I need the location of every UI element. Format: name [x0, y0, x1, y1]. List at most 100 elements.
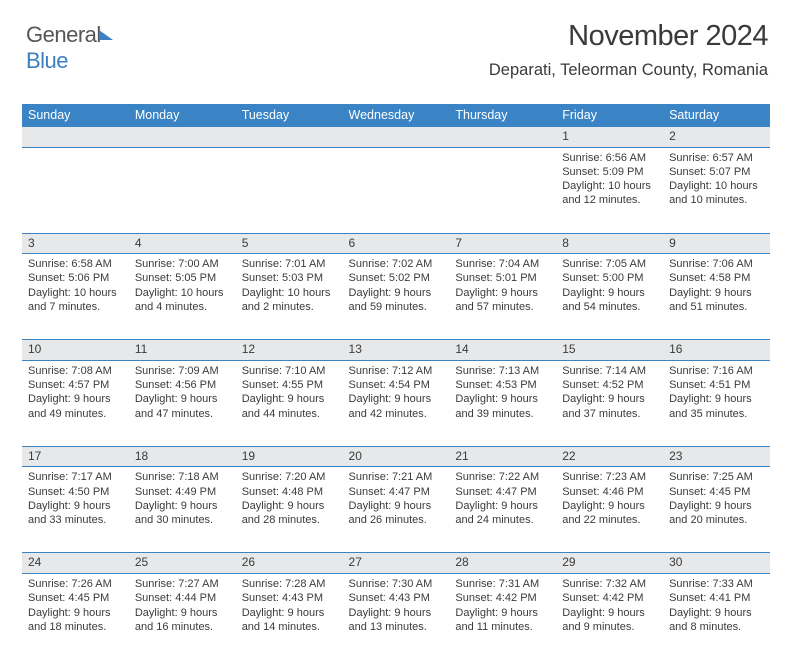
sunrise-text: Sunrise: 7:17 AM [28, 470, 125, 484]
day-number-cell [22, 127, 129, 147]
day-cell: Sunrise: 7:25 AMSunset: 4:45 PMDaylight:… [663, 467, 770, 553]
sunset-text: Sunset: 4:52 PM [562, 378, 659, 392]
daylight-text: Daylight: 9 hours and 59 minutes. [349, 286, 446, 315]
day-cell-content: Sunrise: 7:09 AMSunset: 4:56 PMDaylight:… [129, 361, 236, 423]
daylight-text: Daylight: 9 hours and 33 minutes. [28, 499, 125, 528]
sunrise-text: Sunrise: 7:00 AM [135, 257, 232, 271]
dayhdr-tue: Tuesday [236, 104, 343, 127]
dayhdr-thu: Thursday [449, 104, 556, 127]
day-number: 24 [28, 555, 41, 569]
day-cell-content: Sunrise: 7:12 AMSunset: 4:54 PMDaylight:… [343, 361, 450, 423]
day-cell-content: Sunrise: 6:56 AMSunset: 5:09 PMDaylight:… [556, 148, 663, 210]
daylight-text: Daylight: 9 hours and 14 minutes. [242, 606, 339, 635]
day-cell: Sunrise: 7:20 AMSunset: 4:48 PMDaylight:… [236, 467, 343, 553]
sunset-text: Sunset: 4:41 PM [669, 591, 766, 605]
day-cell-content: Sunrise: 7:18 AMSunset: 4:49 PMDaylight:… [129, 467, 236, 529]
day-number: 30 [669, 555, 682, 569]
day-cell: Sunrise: 7:17 AMSunset: 4:50 PMDaylight:… [22, 467, 129, 553]
day-cell: Sunrise: 6:58 AMSunset: 5:06 PMDaylight:… [22, 254, 129, 340]
day-number-cell: 5 [236, 233, 343, 254]
day-number: 7 [455, 236, 462, 250]
day-number-cell: 1 [556, 127, 663, 147]
daylight-text: Daylight: 9 hours and 57 minutes. [455, 286, 552, 315]
day-number-cell: 29 [556, 553, 663, 574]
sunrise-text: Sunrise: 7:21 AM [349, 470, 446, 484]
day-number-cell: 4 [129, 233, 236, 254]
sunset-text: Sunset: 5:00 PM [562, 271, 659, 285]
week-content-row: Sunrise: 7:08 AMSunset: 4:57 PMDaylight:… [22, 360, 770, 446]
daylight-text: Daylight: 10 hours and 7 minutes. [28, 286, 125, 315]
day-cell: Sunrise: 7:16 AMSunset: 4:51 PMDaylight:… [663, 360, 770, 446]
daynum-row: 10111213141516 [22, 340, 770, 361]
day-number-cell: 23 [663, 446, 770, 467]
day-header-row: Sunday Monday Tuesday Wednesday Thursday… [22, 104, 770, 127]
day-number: 26 [242, 555, 255, 569]
daylight-text: Daylight: 9 hours and 26 minutes. [349, 499, 446, 528]
day-cell: Sunrise: 7:31 AMSunset: 4:42 PMDaylight:… [449, 573, 556, 659]
day-number: 12 [242, 342, 255, 356]
daylight-text: Daylight: 9 hours and 18 minutes. [28, 606, 125, 635]
sunset-text: Sunset: 4:51 PM [669, 378, 766, 392]
daylight-text: Daylight: 9 hours and 8 minutes. [669, 606, 766, 635]
day-number: 27 [349, 555, 362, 569]
dayhdr-sat: Saturday [663, 104, 770, 127]
day-cell-content: Sunrise: 7:02 AMSunset: 5:02 PMDaylight:… [343, 254, 450, 316]
day-cell: Sunrise: 7:14 AMSunset: 4:52 PMDaylight:… [556, 360, 663, 446]
sunset-text: Sunset: 4:45 PM [669, 485, 766, 499]
day-number-cell: 9 [663, 233, 770, 254]
calendar-table: Sunday Monday Tuesday Wednesday Thursday… [22, 104, 770, 659]
sunset-text: Sunset: 5:05 PM [135, 271, 232, 285]
day-number: 25 [135, 555, 148, 569]
day-number-cell: 24 [22, 553, 129, 574]
day-cell [22, 147, 129, 233]
sunrise-text: Sunrise: 7:16 AM [669, 364, 766, 378]
daylight-text: Daylight: 9 hours and 11 minutes. [455, 606, 552, 635]
week-content-row: Sunrise: 6:56 AMSunset: 5:09 PMDaylight:… [22, 147, 770, 233]
day-number-cell: 26 [236, 553, 343, 574]
sunset-text: Sunset: 4:55 PM [242, 378, 339, 392]
sunset-text: Sunset: 4:53 PM [455, 378, 552, 392]
day-number-cell: 2 [663, 127, 770, 147]
day-cell-content: Sunrise: 7:25 AMSunset: 4:45 PMDaylight:… [663, 467, 770, 529]
day-cell: Sunrise: 7:30 AMSunset: 4:43 PMDaylight:… [343, 573, 450, 659]
day-cell: Sunrise: 7:26 AMSunset: 4:45 PMDaylight:… [22, 573, 129, 659]
sunrise-text: Sunrise: 7:33 AM [669, 577, 766, 591]
day-number-cell [129, 127, 236, 147]
sunrise-text: Sunrise: 7:05 AM [562, 257, 659, 271]
day-number: 22 [562, 449, 575, 463]
day-number: 4 [135, 236, 142, 250]
day-number: 9 [669, 236, 676, 250]
day-cell-content: Sunrise: 7:26 AMSunset: 4:45 PMDaylight:… [22, 574, 129, 636]
week-content-row: Sunrise: 7:26 AMSunset: 4:45 PMDaylight:… [22, 573, 770, 659]
day-cell-content: Sunrise: 7:27 AMSunset: 4:44 PMDaylight:… [129, 574, 236, 636]
day-number-cell: 21 [449, 446, 556, 467]
day-number: 21 [455, 449, 468, 463]
daylight-text: Daylight: 9 hours and 30 minutes. [135, 499, 232, 528]
sunset-text: Sunset: 4:48 PM [242, 485, 339, 499]
sunrise-text: Sunrise: 7:04 AM [455, 257, 552, 271]
day-number: 18 [135, 449, 148, 463]
sunset-text: Sunset: 5:02 PM [349, 271, 446, 285]
daylight-text: Daylight: 9 hours and 20 minutes. [669, 499, 766, 528]
daylight-text: Daylight: 9 hours and 28 minutes. [242, 499, 339, 528]
day-cell: Sunrise: 7:06 AMSunset: 4:58 PMDaylight:… [663, 254, 770, 340]
day-cell-content: Sunrise: 7:05 AMSunset: 5:00 PMDaylight:… [556, 254, 663, 316]
day-number-cell: 22 [556, 446, 663, 467]
sunrise-text: Sunrise: 7:22 AM [455, 470, 552, 484]
day-number-cell: 28 [449, 553, 556, 574]
logo-blue: Blue [26, 48, 68, 73]
sunset-text: Sunset: 4:50 PM [28, 485, 125, 499]
day-cell-content: Sunrise: 7:13 AMSunset: 4:53 PMDaylight:… [449, 361, 556, 423]
sunset-text: Sunset: 4:43 PM [242, 591, 339, 605]
daylight-text: Daylight: 9 hours and 44 minutes. [242, 392, 339, 421]
header-right: November 2024 Deparati, Teleorman County… [489, 20, 768, 80]
day-number-cell: 20 [343, 446, 450, 467]
daylight-text: Daylight: 9 hours and 35 minutes. [669, 392, 766, 421]
daylight-text: Daylight: 9 hours and 39 minutes. [455, 392, 552, 421]
sunset-text: Sunset: 4:42 PM [455, 591, 552, 605]
daynum-row: 12 [22, 127, 770, 147]
day-cell: Sunrise: 6:57 AMSunset: 5:07 PMDaylight:… [663, 147, 770, 233]
sunrise-text: Sunrise: 7:18 AM [135, 470, 232, 484]
day-number-cell: 18 [129, 446, 236, 467]
day-cell: Sunrise: 7:09 AMSunset: 4:56 PMDaylight:… [129, 360, 236, 446]
